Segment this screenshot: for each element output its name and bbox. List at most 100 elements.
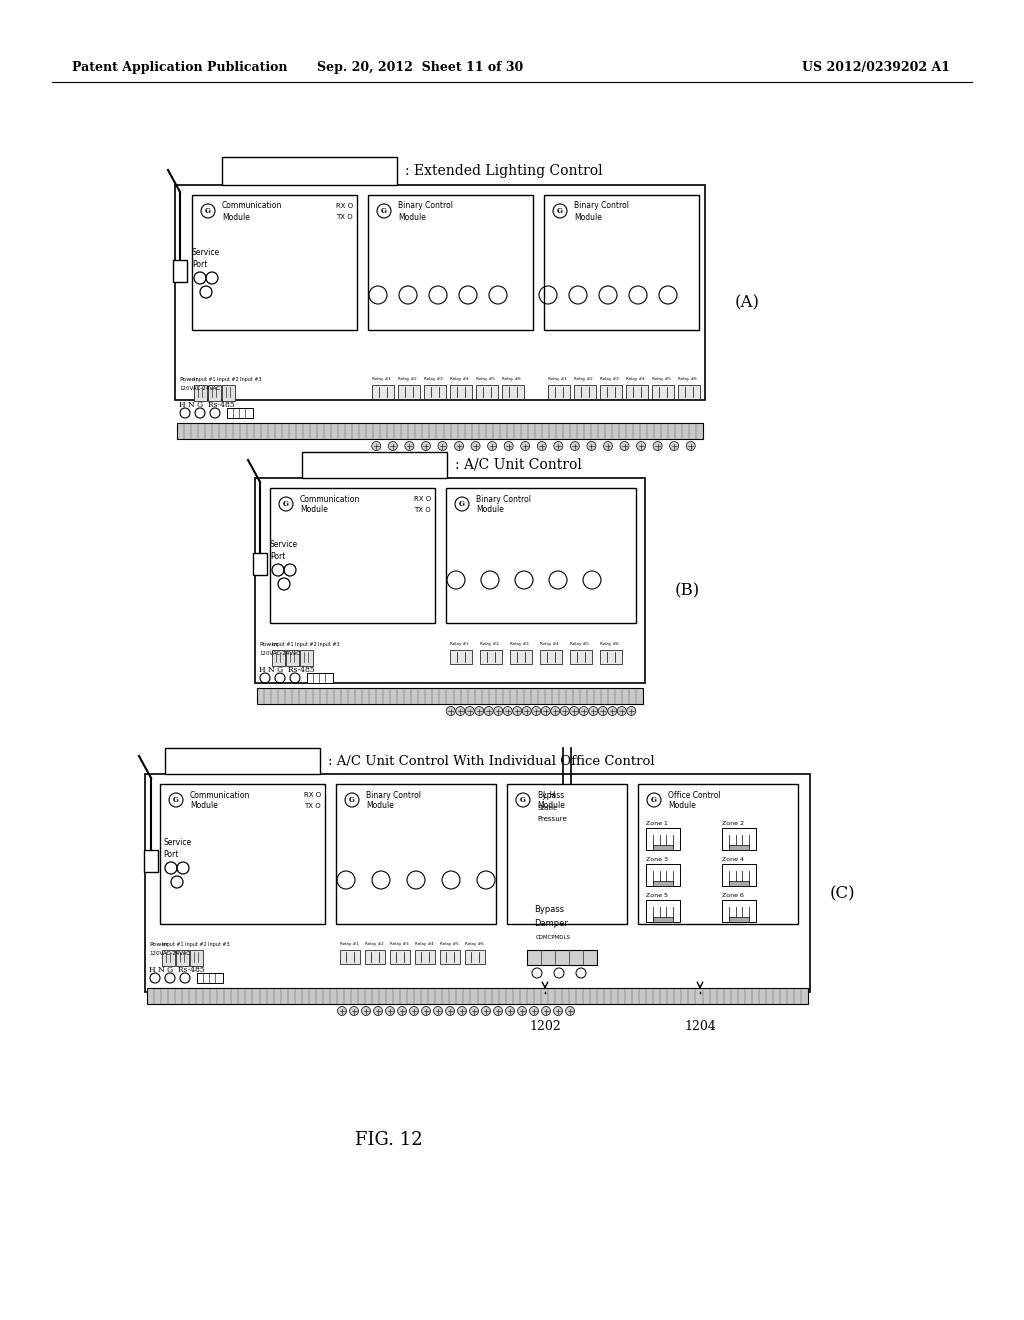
Text: G: G bbox=[557, 207, 563, 215]
Bar bbox=[144, 850, 158, 873]
Circle shape bbox=[388, 441, 397, 450]
Bar bbox=[600, 649, 622, 664]
Circle shape bbox=[475, 706, 483, 715]
Circle shape bbox=[504, 441, 513, 450]
Text: Input #3: Input #3 bbox=[318, 642, 340, 647]
Text: Zone 6: Zone 6 bbox=[722, 894, 743, 898]
Text: Relay #1: Relay #1 bbox=[372, 378, 390, 381]
Bar bbox=[544, 195, 699, 330]
Text: G: G bbox=[459, 500, 465, 508]
Bar bbox=[272, 649, 285, 667]
Bar bbox=[307, 673, 333, 682]
Bar bbox=[446, 488, 636, 623]
Circle shape bbox=[542, 706, 550, 715]
Circle shape bbox=[481, 1006, 490, 1015]
Text: Input #2: Input #2 bbox=[217, 378, 239, 381]
Text: 120VAC-24VAC: 120VAC-24VAC bbox=[150, 950, 190, 956]
Circle shape bbox=[686, 441, 695, 450]
Circle shape bbox=[603, 441, 612, 450]
Text: Module: Module bbox=[537, 801, 565, 810]
Bar bbox=[510, 649, 532, 664]
Text: Relay #1: Relay #1 bbox=[548, 378, 566, 381]
Text: Module: Module bbox=[366, 801, 394, 810]
Circle shape bbox=[361, 1006, 371, 1015]
Circle shape bbox=[627, 706, 636, 715]
Circle shape bbox=[445, 1006, 455, 1015]
Text: Zone 2: Zone 2 bbox=[722, 821, 744, 826]
Text: G: G bbox=[381, 207, 387, 215]
Text: 120VAC-24VAC: 120VAC-24VAC bbox=[179, 385, 220, 391]
Bar bbox=[502, 385, 524, 399]
Text: Relay #2: Relay #2 bbox=[574, 378, 593, 381]
Bar bbox=[729, 880, 750, 886]
Text: RX O: RX O bbox=[336, 203, 353, 209]
Text: Relay #3: Relay #3 bbox=[424, 378, 442, 381]
Bar bbox=[540, 649, 562, 664]
Circle shape bbox=[653, 441, 663, 450]
Text: : A/C Unit Control With Individual Office Control: : A/C Unit Control With Individual Offic… bbox=[328, 755, 654, 767]
Text: Power: Power bbox=[179, 378, 198, 381]
Circle shape bbox=[598, 706, 607, 715]
Text: Relay #5: Relay #5 bbox=[440, 942, 459, 946]
Text: Zone 5: Zone 5 bbox=[646, 894, 668, 898]
Circle shape bbox=[542, 1006, 551, 1015]
Circle shape bbox=[458, 1006, 467, 1015]
Text: Zone 1: Zone 1 bbox=[646, 821, 668, 826]
Circle shape bbox=[513, 706, 522, 715]
Text: Relay #2: Relay #2 bbox=[365, 942, 384, 946]
Bar bbox=[257, 688, 643, 704]
Text: Communication: Communication bbox=[300, 495, 360, 503]
Circle shape bbox=[385, 1006, 394, 1015]
Bar bbox=[227, 408, 253, 418]
Bar bbox=[177, 422, 703, 440]
Text: : Extended Lighting Control: : Extended Lighting Control bbox=[406, 164, 603, 178]
Bar bbox=[415, 950, 435, 964]
Bar bbox=[372, 385, 394, 399]
Circle shape bbox=[372, 441, 381, 450]
Bar bbox=[193, 195, 357, 330]
Bar bbox=[270, 488, 435, 623]
Circle shape bbox=[169, 793, 183, 807]
Bar bbox=[729, 845, 750, 850]
Text: Relay #5: Relay #5 bbox=[476, 378, 495, 381]
Bar bbox=[646, 828, 680, 850]
Text: Module: Module bbox=[574, 213, 602, 222]
Circle shape bbox=[455, 498, 469, 511]
Text: Relay #6: Relay #6 bbox=[465, 942, 483, 946]
Text: Binary Control: Binary Control bbox=[476, 495, 531, 503]
Circle shape bbox=[569, 706, 579, 715]
Text: Sep. 20, 2012  Sheet 11 of 30: Sep. 20, 2012 Sheet 11 of 30 bbox=[316, 62, 523, 74]
Bar bbox=[476, 385, 498, 399]
Circle shape bbox=[465, 706, 474, 715]
Text: Input #1: Input #1 bbox=[272, 642, 294, 647]
Bar bbox=[160, 784, 325, 924]
Bar bbox=[398, 385, 420, 399]
Text: Service: Service bbox=[270, 540, 298, 549]
Text: Relay #3: Relay #3 bbox=[510, 642, 528, 645]
Bar bbox=[653, 845, 673, 850]
Text: Patent Application Publication: Patent Application Publication bbox=[72, 62, 288, 74]
Bar bbox=[722, 865, 756, 886]
Bar bbox=[646, 900, 680, 921]
Text: H N G  Rs-485: H N G Rs-485 bbox=[259, 667, 314, 675]
Circle shape bbox=[404, 441, 414, 450]
Text: : A/C Unit Control: : A/C Unit Control bbox=[455, 458, 582, 473]
Circle shape bbox=[608, 706, 616, 715]
Bar bbox=[548, 385, 570, 399]
Circle shape bbox=[469, 1006, 478, 1015]
Circle shape bbox=[422, 441, 430, 450]
Circle shape bbox=[374, 1006, 383, 1015]
Text: Relay #1: Relay #1 bbox=[450, 642, 469, 645]
Bar bbox=[255, 478, 645, 682]
Text: Communication: Communication bbox=[190, 791, 251, 800]
Text: Input #3: Input #3 bbox=[208, 942, 229, 946]
Text: TX O: TX O bbox=[304, 803, 321, 809]
Bar bbox=[197, 973, 223, 983]
Text: Port: Port bbox=[163, 850, 178, 859]
Bar bbox=[162, 950, 175, 966]
Circle shape bbox=[620, 441, 629, 450]
Text: CDMCPMDLS: CDMCPMDLS bbox=[536, 935, 571, 940]
Circle shape bbox=[349, 1006, 358, 1015]
Circle shape bbox=[410, 1006, 419, 1015]
Circle shape bbox=[589, 706, 598, 715]
